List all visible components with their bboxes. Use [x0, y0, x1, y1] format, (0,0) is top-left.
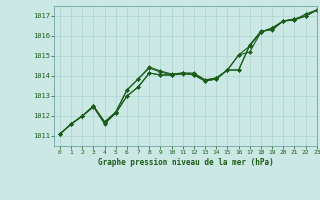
X-axis label: Graphe pression niveau de la mer (hPa): Graphe pression niveau de la mer (hPa): [98, 158, 274, 167]
